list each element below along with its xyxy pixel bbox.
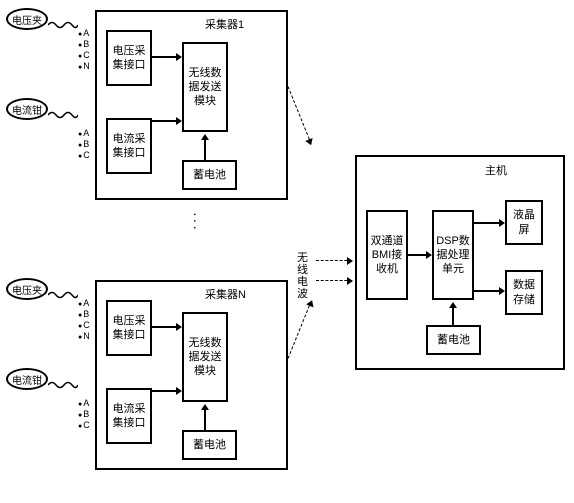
radio-wave-label: 无线电波: [297, 252, 311, 300]
current-clamp-1: 电流钳: [6, 98, 48, 120]
arrow: [408, 254, 426, 256]
pin-group-v1: ABCN: [78, 28, 90, 72]
current-if-1: 电流采集接口: [106, 118, 152, 174]
vertical-dots: ···: [188, 212, 204, 232]
battery-n: 蓄电池: [182, 430, 237, 460]
wavy-line: [48, 380, 78, 390]
arrow: [152, 120, 176, 122]
dashed-arrow-4: [316, 280, 352, 281]
wavy-line: [48, 110, 78, 120]
voltage-if-1: 电压采集接口: [106, 30, 152, 86]
dashed-arrow-3: [316, 260, 352, 261]
storage: 数据存储: [505, 270, 543, 315]
arrow: [152, 390, 176, 392]
arrow: [474, 290, 499, 292]
bmi-rx: 双通道BMI接收机: [366, 210, 408, 300]
host-title: 主机: [485, 162, 507, 178]
pin-group-vn: ABCN: [78, 298, 90, 342]
voltage-clamp-1: 电压夹: [6, 8, 48, 30]
battery-1: 蓄电池: [182, 160, 237, 190]
collector-1-title: 采集器1: [205, 16, 244, 32]
arrow: [452, 308, 454, 325]
voltage-if-n: 电压采集接口: [106, 300, 152, 356]
current-clamp-n: 电流钳: [6, 368, 48, 390]
current-if-n: 电流采集接口: [106, 388, 152, 444]
wireless-tx-n: 无线数据发送模块: [182, 312, 228, 402]
dashed-arrow-1: [288, 86, 312, 144]
arrow: [474, 222, 499, 224]
arrow: [204, 140, 206, 160]
wireless-tx-1: 无线数据发送模块: [182, 42, 228, 132]
dsp: DSP数据处理单元: [432, 210, 474, 300]
arrow: [152, 56, 176, 58]
wavy-line: [48, 290, 78, 300]
host-battery: 蓄电池: [426, 325, 481, 355]
arrow: [204, 410, 206, 430]
arrow: [152, 326, 176, 328]
pin-group-c1: ABC: [78, 128, 90, 161]
lcd: 液晶屏: [505, 200, 543, 245]
pin-group-cn: ABC: [78, 398, 90, 431]
voltage-clamp-n: 电压夹: [6, 278, 48, 300]
collector-n-title: 采集器N: [205, 286, 246, 302]
dashed-arrow-2: [288, 301, 312, 359]
wavy-line: [48, 20, 78, 30]
diagram-canvas: 电压夹 ABCN 电流钳 ABC 采集器1 电压采集接口 电流采集接口 无线数据…: [0, 0, 574, 503]
